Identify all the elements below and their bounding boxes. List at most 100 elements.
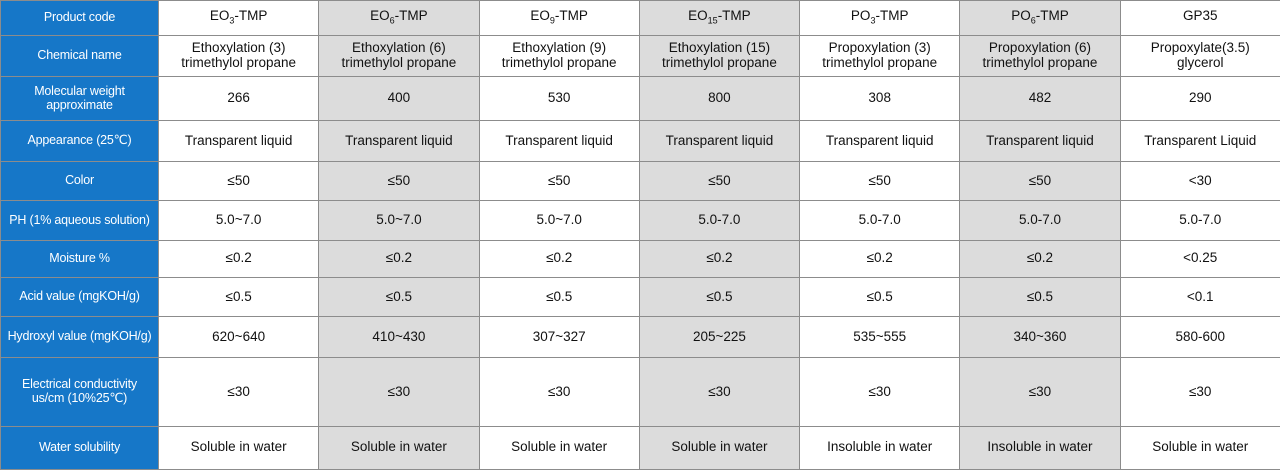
water-solubility-cell: Soluble in water (638, 425, 801, 470)
row-header-product-code: Product code (0, 0, 159, 37)
row-electrical-conductivity: Electrical conductivity us/cm (10%25℃) ≤… (0, 357, 1280, 427)
acid-value-cell: ≤0.5 (638, 276, 801, 318)
moisture-cell: <0.25 (1119, 239, 1280, 278)
chemical-name-cell: Ethoxylation (9) trimethylol propane (478, 35, 640, 78)
molecular-weight-cell: 290 (1119, 76, 1280, 121)
molecular-weight-cell: 482 (959, 76, 1121, 121)
hydroxyl-value-cell: 580-600 (1119, 316, 1280, 359)
row-ph: PH (1% aqueous solution) 5.0~7.0 5.0~7.0… (0, 200, 1280, 241)
chemical-name-cell: Ethoxylation (15) trimethylol propane (638, 35, 801, 78)
ph-cell: 5.0~7.0 (157, 200, 320, 241)
row-product-code: Product code EO3-TMP EO6-TMP EO9-TMP EO1… (0, 0, 1280, 37)
row-header-color: Color (0, 161, 159, 202)
chemical-name-cell: Ethoxylation (3) trimethylol propane (157, 35, 320, 78)
row-water-solubility: Water solubility Soluble in water Solubl… (0, 425, 1280, 470)
ph-cell: 5.0-7.0 (638, 200, 801, 241)
acid-value-cell: ≤0.5 (478, 276, 640, 318)
ph-cell: 5.0-7.0 (1119, 200, 1280, 241)
moisture-cell: ≤0.2 (318, 239, 480, 278)
moisture-cell: ≤0.2 (959, 239, 1121, 278)
acid-value-cell: ≤0.5 (157, 276, 320, 318)
row-appearance: Appearance (25℃) Transparent liquid Tran… (0, 119, 1280, 163)
water-solubility-cell: Soluble in water (478, 425, 640, 470)
row-header-chemical-name: Chemical name (0, 35, 159, 78)
ph-cell: 5.0-7.0 (959, 200, 1121, 241)
color-cell: ≤50 (318, 161, 480, 202)
hydroxyl-value-cell: 340~360 (959, 316, 1121, 359)
hydroxyl-value-cell: 620~640 (157, 316, 320, 359)
water-solubility-cell: Soluble in water (157, 425, 320, 470)
hydroxyl-value-cell: 410~430 (318, 316, 480, 359)
row-header-water-solubility: Water solubility (0, 425, 159, 470)
product-code-cell: EO9-TMP (478, 0, 640, 37)
color-cell: ≤50 (157, 161, 320, 202)
hydroxyl-value-cell: 307~327 (478, 316, 640, 359)
electrical-conductivity-cell: ≤30 (478, 357, 640, 427)
electrical-conductivity-cell: ≤30 (1119, 357, 1280, 427)
electrical-conductivity-cell: ≤30 (157, 357, 320, 427)
appearance-cell: Transparent liquid (478, 119, 640, 163)
moisture-cell: ≤0.2 (478, 239, 640, 278)
chemical-name-cell: Propoxylate(3.5) glycerol (1119, 35, 1280, 78)
chemical-name-cell: Ethoxylation (6) trimethylol propane (318, 35, 480, 78)
molecular-weight-cell: 266 (157, 76, 320, 121)
moisture-cell: ≤0.2 (799, 239, 961, 278)
ph-cell: 5.0~7.0 (478, 200, 640, 241)
chemical-name-cell: Propoxylation (6) trimethylol propane (959, 35, 1121, 78)
product-code-cell: EO3-TMP (157, 0, 320, 37)
electrical-conductivity-cell: ≤30 (799, 357, 961, 427)
color-cell: ≤50 (959, 161, 1121, 202)
water-solubility-cell: Soluble in water (318, 425, 480, 470)
hydroxyl-value-cell: 535~555 (799, 316, 961, 359)
row-chemical-name: Chemical name Ethoxylation (3) trimethylo… (0, 35, 1280, 78)
row-molecular-weight: Molecular weight approximate 266 400 530… (0, 76, 1280, 121)
color-cell: ≤50 (478, 161, 640, 202)
product-code-cell: EO6-TMP (318, 0, 480, 37)
acid-value-cell: ≤0.5 (318, 276, 480, 318)
color-cell: <30 (1119, 161, 1280, 202)
electrical-conductivity-cell: ≤30 (318, 357, 480, 427)
molecular-weight-cell: 530 (478, 76, 640, 121)
hydroxyl-value-cell: 205~225 (638, 316, 801, 359)
ph-cell: 5.0~7.0 (318, 200, 480, 241)
moisture-cell: ≤0.2 (638, 239, 801, 278)
electrical-conductivity-cell: ≤30 (638, 357, 801, 427)
product-code-cell: PO3-TMP (799, 0, 961, 37)
product-code-cell: EO15-TMP (638, 0, 801, 37)
row-moisture: Moisture % ≤0.2 ≤0.2 ≤0.2 ≤0.2 ≤0.2 ≤0.2… (0, 239, 1280, 278)
row-header-ph: PH (1% aqueous solution) (0, 200, 159, 241)
acid-value-cell: <0.1 (1119, 276, 1280, 318)
row-hydroxyl-value: Hydroxyl value (mgKOH/g) 620~640 410~430… (0, 316, 1280, 359)
row-header-electrical-conductivity: Electrical conductivity us/cm (10%25℃) (0, 357, 159, 427)
water-solubility-cell: Insoluble in water (959, 425, 1121, 470)
water-solubility-cell: Insoluble in water (799, 425, 961, 470)
row-header-appearance: Appearance (25℃) (0, 119, 159, 163)
appearance-cell: Transparent liquid (157, 119, 320, 163)
molecular-weight-cell: 800 (638, 76, 801, 121)
color-cell: ≤50 (638, 161, 801, 202)
electrical-conductivity-cell: ≤30 (959, 357, 1121, 427)
water-solubility-cell: Soluble in water (1119, 425, 1280, 470)
color-cell: ≤50 (799, 161, 961, 202)
appearance-cell: Transparent Liquid (1119, 119, 1280, 163)
acid-value-cell: ≤0.5 (799, 276, 961, 318)
row-header-molecular-weight: Molecular weight approximate (0, 76, 159, 121)
row-header-moisture: Moisture % (0, 239, 159, 278)
row-header-acid-value: Acid value (mgKOH/g) (0, 276, 159, 318)
row-acid-value: Acid value (mgKOH/g) ≤0.5 ≤0.5 ≤0.5 ≤0.5… (0, 276, 1280, 318)
product-code-cell: GP35 (1119, 0, 1280, 37)
moisture-cell: ≤0.2 (157, 239, 320, 278)
ph-cell: 5.0-7.0 (799, 200, 961, 241)
molecular-weight-cell: 308 (799, 76, 961, 121)
molecular-weight-cell: 400 (318, 76, 480, 121)
appearance-cell: Transparent liquid (799, 119, 961, 163)
row-header-hydroxyl-value: Hydroxyl value (mgKOH/g) (0, 316, 159, 359)
acid-value-cell: ≤0.5 (959, 276, 1121, 318)
appearance-cell: Transparent liquid (318, 119, 480, 163)
product-code-cell: PO6-TMP (959, 0, 1121, 37)
chemical-name-cell: Propoxylation (3) trimethylol propane (799, 35, 961, 78)
appearance-cell: Transparent liquid (638, 119, 801, 163)
appearance-cell: Transparent liquid (959, 119, 1121, 163)
row-color: Color ≤50 ≤50 ≤50 ≤50 ≤50 ≤50 <30 (0, 161, 1280, 202)
